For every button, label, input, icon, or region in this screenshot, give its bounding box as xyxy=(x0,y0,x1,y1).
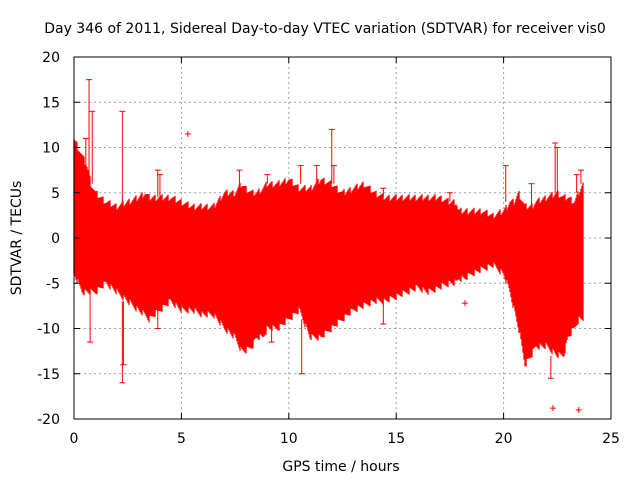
data-point-outlier xyxy=(575,406,582,413)
y-tick-label: 10 xyxy=(42,141,60,157)
y-tick-label: -5 xyxy=(46,276,60,292)
y-tick-label: 15 xyxy=(42,95,60,111)
data-point-outlier xyxy=(461,300,468,307)
y-tick-label: -10 xyxy=(37,322,60,338)
x-tick-label: 0 xyxy=(70,431,79,447)
x-axis: 0 5 10 15 20 25 xyxy=(70,57,620,447)
y-tick-label: 0 xyxy=(51,231,60,247)
x-tick-label: 20 xyxy=(495,431,513,447)
y-tick-label: -15 xyxy=(37,367,60,383)
x-tick-label: 25 xyxy=(602,431,620,447)
y-tick-label: -20 xyxy=(37,412,60,428)
x-tick-label: 10 xyxy=(280,431,298,447)
x-tick-label: 5 xyxy=(177,431,186,447)
y-axis: -20 -15 -10 -5 0 5 10 15 20 xyxy=(37,50,611,428)
data-layer xyxy=(73,79,584,413)
data-point-outlier xyxy=(550,405,557,412)
x-tick-label: 15 xyxy=(387,431,405,447)
y-tick-label: 20 xyxy=(42,50,60,66)
data-point-outlier xyxy=(184,130,191,137)
chart-title: Day 346 of 2011, Sidereal Day-to-day VTE… xyxy=(44,21,606,37)
y-axis-label: SDTVAR / TECUs xyxy=(9,181,25,296)
x-axis-label: GPS time / hours xyxy=(282,459,399,475)
y-tick-label: 5 xyxy=(51,186,60,202)
